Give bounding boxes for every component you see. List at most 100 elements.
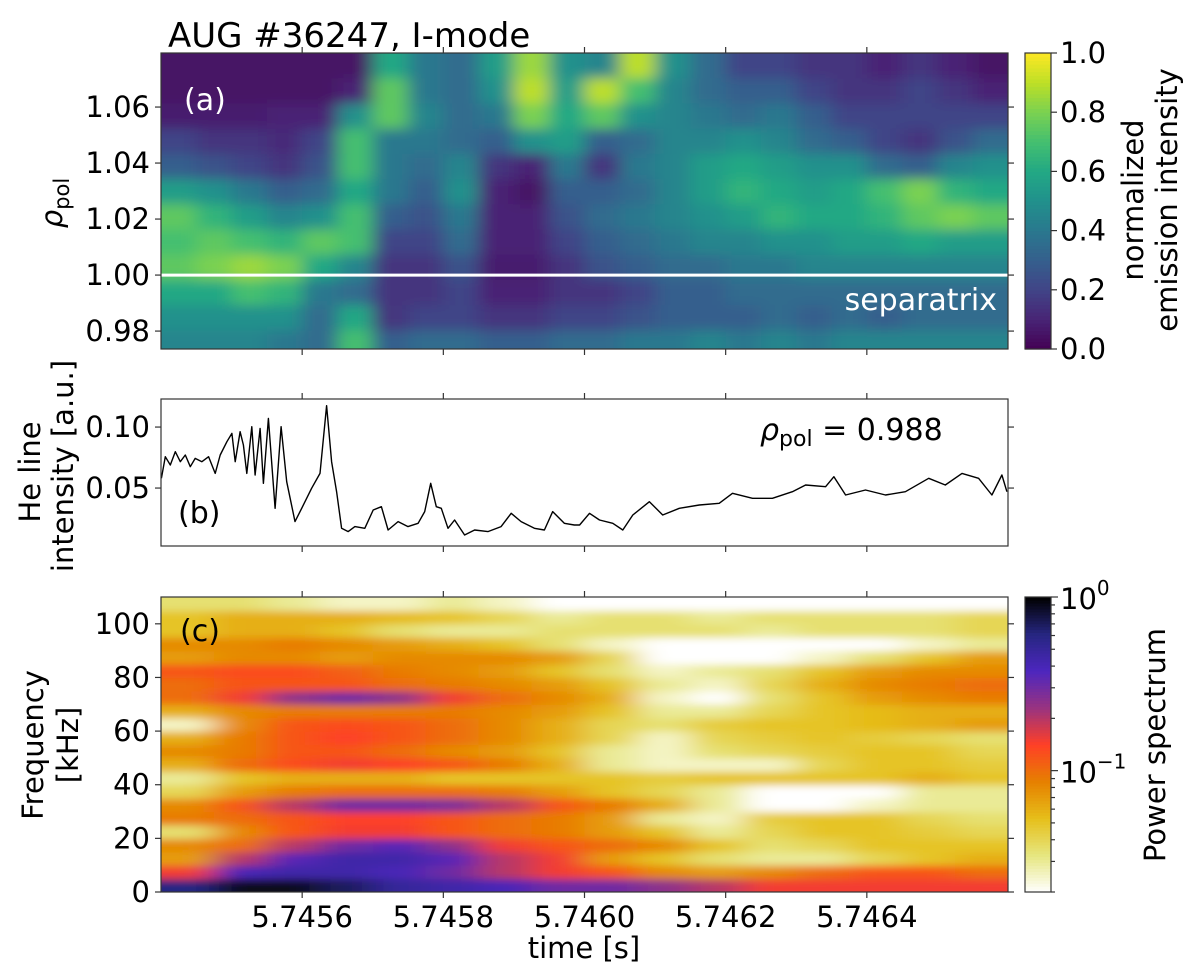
heatmap-cell	[531, 744, 586, 759]
heatmap-cell	[478, 650, 533, 665]
heatmap-cell	[849, 771, 903, 786]
heatmap-cell	[213, 784, 268, 799]
heatmap-cell	[372, 664, 427, 679]
colorbar-tick-label: 1.0	[1060, 36, 1106, 70]
heatmap-cell	[372, 798, 427, 813]
heatmap-cell	[690, 757, 744, 772]
heatmap-cell	[972, 102, 1008, 129]
heatmap-cell	[902, 771, 956, 786]
heatmap-cell	[408, 128, 444, 154]
heatmap-cell	[637, 717, 691, 732]
colorbar-segment	[1025, 138, 1051, 143]
heatmap-cell	[584, 865, 639, 880]
heatmap-cell	[266, 102, 303, 129]
panel-a: 0.98 1.00 1.02 1.04 1.06 (a) separatrix ρpol…	[35, 36, 1184, 366]
heatmap-cell	[637, 677, 691, 692]
heatmap-cell	[955, 717, 1008, 732]
colorbar-segment	[1025, 794, 1051, 799]
heatmap-cell	[902, 717, 956, 732]
heatmap-cell	[955, 811, 1008, 826]
colorbar-segment	[1025, 215, 1051, 221]
heatmap-cell	[955, 731, 1008, 746]
colorbar-segment	[1025, 803, 1051, 808]
colorbar-segment	[1025, 682, 1051, 687]
colorbar-segment	[1025, 717, 1051, 722]
colorbar-segment	[1025, 800, 1051, 805]
colorbar-segment	[1025, 605, 1051, 610]
heatmap-cell	[584, 153, 621, 180]
heatmap-cell	[690, 690, 744, 705]
colorbar-segment	[1025, 249, 1051, 254]
heatmap-cell	[161, 878, 215, 892]
heatmap-cell	[266, 597, 321, 612]
heatmap-cell	[549, 53, 586, 79]
heatmap-cell	[213, 704, 268, 719]
heatmap-cell	[443, 203, 480, 230]
heatmap-cell	[425, 865, 480, 880]
heatmap-cell	[902, 744, 956, 759]
y-axis-label-c-line2: [kHz]	[51, 707, 85, 783]
heatmap-cell	[161, 53, 197, 79]
heatmap-cell	[725, 53, 762, 79]
heatmap-cell	[213, 623, 268, 638]
heatmap-cell	[302, 329, 339, 349]
heatmap-cell	[955, 784, 1008, 799]
heatmap-cell	[531, 784, 586, 799]
heatmap-cell	[637, 597, 691, 612]
heatmap-cell	[443, 329, 480, 349]
heatmap-cell	[690, 784, 744, 799]
heatmap-cell	[531, 597, 586, 612]
colorbar-segment	[1025, 145, 1051, 150]
colorbar-segment	[1025, 152, 1051, 158]
colorbar-segment	[1025, 319, 1051, 324]
heatmap-cell	[372, 784, 427, 799]
heatmap-cell	[619, 153, 656, 180]
colorbar-segment	[1025, 647, 1051, 651]
heatmap-cell	[937, 128, 974, 154]
colorbar-segment	[1025, 53, 1051, 58]
heatmap-cell	[213, 664, 268, 679]
heatmap-cell	[972, 203, 1008, 230]
heatmap-cell	[690, 610, 744, 625]
colorbar-segment	[1025, 638, 1051, 642]
heatmap-cell	[372, 53, 409, 79]
y-tick-label: 0.05	[85, 471, 150, 505]
heatmap-cell	[584, 178, 621, 205]
colorbar-segment	[1025, 241, 1051, 246]
y-tick-label: 1.00	[85, 258, 150, 292]
heatmap-cell	[725, 203, 762, 230]
heatmap-cell	[937, 153, 974, 180]
heatmap-cell	[231, 178, 268, 205]
heatmap-cell	[902, 878, 956, 892]
heatmap-cell	[372, 851, 427, 866]
heatmap-cell	[760, 279, 797, 306]
heatmap-cell	[161, 153, 197, 180]
colorbar-segment	[1025, 175, 1051, 180]
heatmap-cell	[372, 824, 427, 839]
heatmap-cell	[425, 717, 480, 732]
heatmap-cell	[849, 784, 903, 799]
heatmap-cell	[425, 851, 480, 866]
heatmap-cell	[690, 178, 727, 205]
colorbar-segment	[1025, 275, 1051, 280]
heatmap-cell	[796, 677, 850, 692]
colorbar-segment	[1025, 141, 1051, 147]
colorbar-segment	[1025, 694, 1051, 698]
heatmap-cell	[372, 279, 409, 306]
heatmap-cell	[902, 811, 956, 826]
heatmap-cell	[584, 704, 639, 719]
heatmap-cell	[478, 690, 533, 705]
heatmap-cell	[319, 637, 374, 652]
colorbar-segment	[1025, 650, 1051, 654]
colorbar-segment	[1025, 104, 1051, 110]
colorbar-segment	[1025, 123, 1051, 128]
heatmap-cell	[478, 153, 515, 180]
heatmap-cell	[478, 178, 515, 205]
heatmap-cell	[161, 128, 197, 154]
heatmap-cell	[796, 878, 850, 892]
heatmap-cell	[690, 744, 744, 759]
colorbar-segment	[1025, 326, 1051, 332]
heatmap-cell	[866, 53, 903, 79]
colorbar-segment	[1025, 330, 1051, 335]
heatmap-cell	[619, 279, 656, 306]
